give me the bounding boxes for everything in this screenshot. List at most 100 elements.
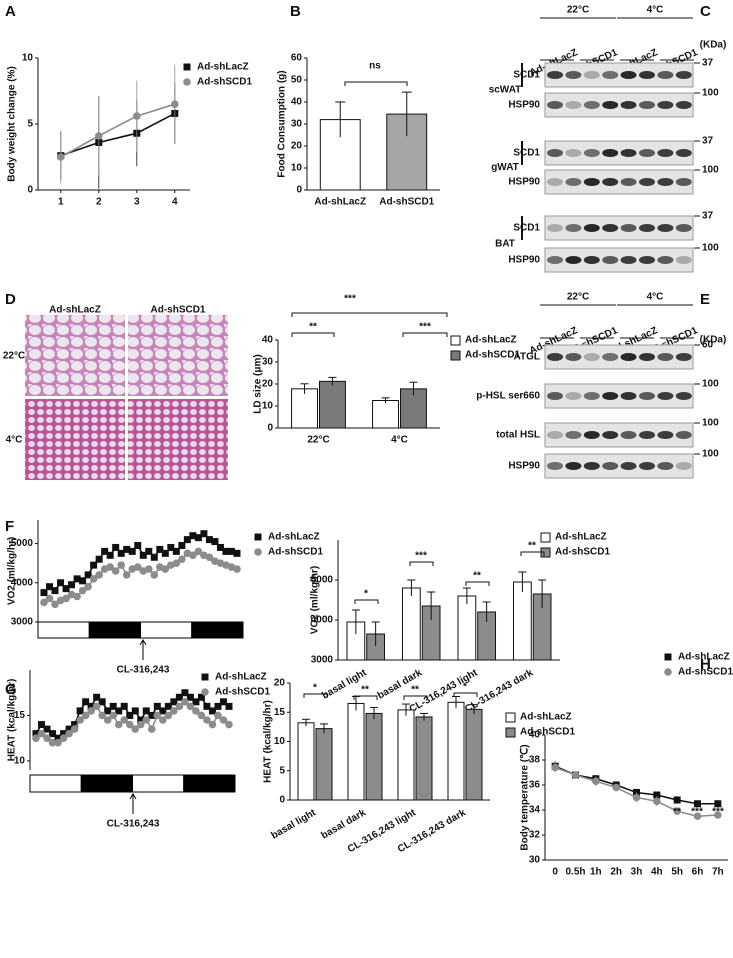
point — [159, 707, 167, 715]
bracket — [465, 581, 490, 586]
y-tick-label: 10 — [262, 401, 274, 412]
point — [142, 716, 151, 724]
bar — [457, 595, 477, 661]
blot-band — [657, 462, 674, 470]
blot-band — [583, 224, 600, 232]
blot-band — [657, 101, 674, 109]
tissue-label: scWAT — [489, 85, 522, 96]
point — [142, 707, 150, 715]
point — [189, 532, 197, 540]
blot-band — [620, 392, 637, 400]
blot-band — [547, 392, 563, 400]
bar — [512, 581, 532, 661]
blot-band — [565, 71, 582, 79]
point — [172, 559, 181, 567]
blot-band — [583, 392, 600, 400]
point — [178, 542, 186, 549]
tissue-label: gWAT — [491, 162, 519, 173]
point — [98, 711, 106, 720]
y-tick-label: 38 — [529, 755, 541, 766]
light-dark-bar — [88, 621, 141, 639]
blot-band — [583, 256, 600, 264]
x-tick-label: 1 — [58, 197, 64, 208]
point — [673, 796, 681, 804]
legend-marker — [254, 548, 262, 556]
blot-band — [657, 149, 674, 157]
blot-band — [583, 149, 600, 157]
annotation: ** — [473, 571, 481, 582]
blot-band — [675, 392, 692, 400]
blot-band — [565, 353, 582, 361]
blot-band — [639, 101, 655, 109]
marker-label: 100 — [702, 449, 719, 460]
x-tick-label: Ad-shSCD1 — [379, 197, 434, 208]
point — [117, 561, 125, 569]
point — [150, 571, 159, 579]
point — [90, 561, 98, 569]
marker-label: 100 — [702, 418, 719, 429]
marker-label: 37 — [702, 58, 714, 69]
x-tick-label: 2h — [610, 867, 622, 878]
y-tick-label: 0 — [267, 423, 273, 434]
point — [233, 549, 241, 557]
point — [153, 711, 162, 720]
legend-marker — [664, 653, 672, 661]
point — [194, 534, 202, 542]
x-tick-label: 3h — [631, 867, 643, 878]
point — [714, 811, 722, 819]
y-tick-label: 20 — [291, 141, 303, 152]
point — [170, 707, 178, 715]
protein-label: HSP90 — [508, 461, 540, 472]
point — [219, 698, 227, 706]
blot-band — [565, 462, 582, 470]
point — [57, 153, 65, 161]
legend-swatch — [505, 712, 516, 723]
row-label: 22°C — [3, 351, 25, 362]
x-tick-label: 6h — [692, 867, 704, 878]
point — [73, 592, 81, 601]
y-tick-label: 40 — [529, 730, 541, 741]
marker-label: 37 — [702, 136, 714, 147]
point — [70, 725, 79, 733]
point — [84, 582, 92, 591]
point — [76, 716, 84, 724]
point — [186, 693, 194, 701]
point — [32, 734, 40, 742]
y-tick-label: 40 — [291, 97, 303, 108]
point — [131, 725, 140, 733]
y-tick-label: 5000 — [311, 575, 334, 586]
blot-band — [675, 224, 692, 232]
bar — [415, 716, 433, 801]
bar — [447, 701, 465, 801]
point — [225, 702, 233, 710]
y-tick-label: 32 — [529, 830, 541, 841]
annotation: ** — [411, 685, 419, 696]
point — [87, 707, 95, 715]
point — [60, 730, 68, 738]
point — [145, 547, 153, 555]
point — [82, 698, 90, 706]
point — [153, 702, 161, 710]
point — [161, 565, 170, 573]
light-dark-bar — [37, 621, 90, 639]
legend-marker — [183, 63, 191, 71]
protein-label: SCD1 — [513, 70, 540, 81]
point — [38, 721, 46, 729]
point — [714, 800, 722, 808]
annotation: *** — [691, 807, 703, 818]
bar — [465, 708, 483, 801]
blot-band — [620, 101, 637, 109]
bracket — [353, 695, 378, 700]
blot-band — [583, 431, 600, 439]
light-dark-bar — [132, 774, 185, 793]
blot-band — [547, 101, 563, 109]
point — [133, 563, 142, 571]
bar — [397, 709, 415, 801]
annotation: *** — [712, 807, 724, 818]
blot-band — [657, 353, 674, 361]
point — [205, 553, 214, 562]
annotation: ** — [361, 685, 369, 696]
y-axis-label: Body weight change (%) — [7, 66, 18, 182]
blot-band — [565, 178, 582, 186]
blot-band — [675, 353, 692, 361]
